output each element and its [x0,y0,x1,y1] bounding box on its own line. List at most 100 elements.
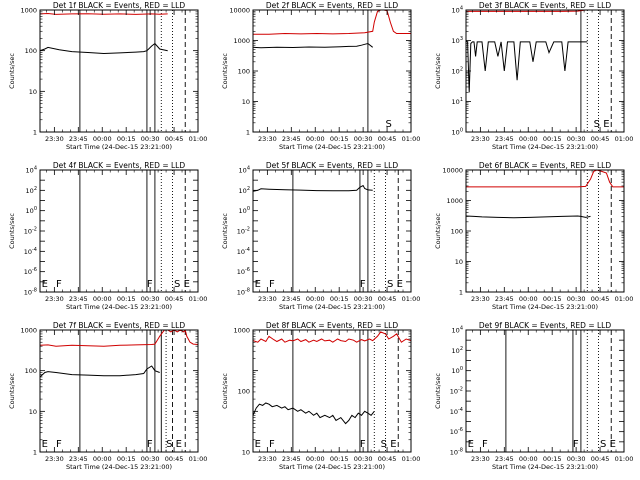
event-letter-label: E [42,439,48,450]
y-tick-label: 10-8 [237,288,250,297]
x-tick-label: 00:00 [519,135,538,143]
panel-title: Det 6f BLACK = Events, RED = LLD [479,161,612,170]
lld-series-line [40,12,168,15]
y-tick-label: 10-6 [450,427,463,436]
x-tick-label: 00:00 [306,295,325,303]
y-tick-label: 1000 [446,197,463,205]
x-tick-label: 23:45 [495,455,514,463]
event-letter-label: S E [166,439,182,450]
y-tick-label: 102 [452,67,463,76]
y-axis-label: Counts/sec [434,213,442,249]
panel-title: Det 7f BLACK = Events, RED = LLD [53,321,186,330]
x-tick-label: 23:30 [471,135,490,143]
event-letter-label: F [56,279,62,290]
x-tick-label: 00:30 [141,295,160,303]
y-tick-label: 102 [239,186,250,195]
x-tick-label: 00:30 [567,135,586,143]
event-letter-label: S E [387,279,403,290]
plot-frame [39,329,199,453]
y-tick-label: 100 [452,128,463,137]
x-tick-label: 23:30 [258,135,277,143]
lld-series-line [40,330,198,347]
x-tick-label: 23:30 [258,455,277,463]
x-axis-label: Start Time (24-Dec-15 23:21:00) [66,303,172,311]
x-tick-label: 01:00 [402,455,421,463]
x-tick-label: 00:45 [378,135,397,143]
x-tick-label: 23:45 [282,455,301,463]
x-tick-label: 23:45 [495,135,514,143]
x-axis-label: Start Time (24-Dec-15 23:21:00) [279,303,385,311]
events-series-line [40,365,160,378]
event-letter-label: F [269,439,275,450]
event-letter-label: F [482,439,488,450]
x-tick-label: 23:45 [69,295,88,303]
panel-title: Det 8f BLACK = Events, RED = LLD [266,321,399,330]
x-tick-label: 23:30 [45,295,64,303]
y-tick-label: 102 [26,186,37,195]
x-axis-label: Start Time (24-Dec-15 23:21:00) [66,143,172,151]
y-axis-label: Counts/sec [221,53,229,89]
x-tick-label: 00:00 [519,295,538,303]
y-tick-label: 10 [29,408,37,416]
y-tick-label: 10-2 [24,227,37,236]
lld-series-line [466,10,624,12]
x-tick-label: 00:45 [165,295,184,303]
y-tick-label: 10-6 [24,267,37,276]
y-tick-label: 10-2 [450,387,463,396]
y-tick-label: 100 [451,228,463,236]
y-tick-label: 100 [452,366,463,375]
x-tick-label: 00:00 [93,135,112,143]
x-tick-label: 00:15 [117,295,136,303]
x-axis-label: Start Time (24-Dec-15 23:21:00) [492,303,598,311]
x-tick-label: 23:45 [495,295,514,303]
event-letter-label: E [42,279,48,290]
y-tick-label: 103 [452,36,463,45]
y-tick-label: 10-4 [237,247,250,256]
x-tick-label: 00:45 [378,455,397,463]
x-tick-label: 23:45 [69,135,88,143]
x-tick-label: 23:45 [69,455,88,463]
event-letter-label: F [573,439,579,450]
y-axis-label: Counts/sec [221,373,229,409]
y-tick-label: 104 [239,166,250,175]
y-tick-label: 100 [25,367,37,375]
x-tick-label: 00:30 [141,135,160,143]
y-tick-label: 104 [26,166,37,175]
y-tick-label: 1000 [233,327,250,335]
events-series-line [466,215,591,219]
x-tick-label: 01:00 [615,295,634,303]
x-tick-label: 01:00 [189,295,208,303]
x-tick-label: 00:45 [165,455,184,463]
plot-frame [39,169,199,293]
x-tick-label: 00:15 [330,135,349,143]
x-tick-label: 00:15 [330,455,349,463]
plot-frame [252,169,412,293]
x-tick-label: 00:45 [591,455,610,463]
x-axis-label: Start Time (24-Dec-15 23:21:00) [492,463,598,471]
event-letter-label: F [147,279,153,290]
event-letter-label: S E [174,279,190,290]
y-tick-label: 10-4 [450,407,463,416]
x-tick-label: 23:30 [258,295,277,303]
plot-frame [465,169,625,293]
x-tick-label: 23:30 [471,295,490,303]
event-letter-label: E [468,439,474,450]
panel-det-2: Det 2f BLACK = Events, RED = LLD S 1 10 100 1… [221,1,420,151]
y-tick-label: 10000 [229,7,250,15]
event-letter-label: F [269,279,275,290]
y-tick-label: 10 [242,98,250,106]
lld-series-line [466,170,624,188]
x-axis-label: Start Time (24-Dec-15 23:21:00) [279,143,385,151]
y-axis-label: Counts/sec [8,373,16,409]
x-tick-label: 00:15 [543,135,562,143]
x-tick-label: 00:15 [543,295,562,303]
event-letter-label: F [56,439,62,450]
panel-title: Det 3f BLACK = Events, RED = LLD [479,1,612,10]
event-letter-label: F [360,279,366,290]
x-tick-label: 00:00 [519,455,538,463]
y-tick-label: 10000 [442,167,463,175]
event-letter-label: S [385,119,391,130]
